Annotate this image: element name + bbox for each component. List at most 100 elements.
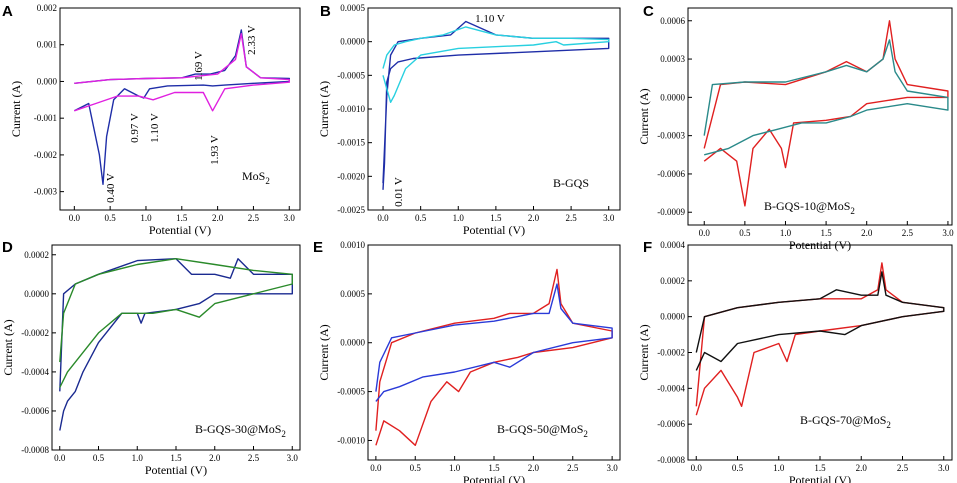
x-tick-label: 1.5 [814, 463, 826, 473]
x-tick-label: 0.0 [699, 228, 711, 238]
y-tick-label: 0.0000 [340, 338, 365, 348]
x-tick-label: 2.0 [528, 213, 540, 223]
y-tick-label: 0.0010 [340, 240, 365, 250]
y-tick-label: -0.0010 [337, 104, 365, 114]
series-line-1 [703, 20, 949, 207]
y-tick-label: -0.0004 [657, 383, 685, 393]
panel-letter: E [313, 239, 323, 256]
peak-annotation: 1.69 V [193, 51, 205, 81]
x-axis-label: Potential (V) [149, 223, 211, 237]
x-tick-label: 1.0 [780, 228, 792, 238]
x-tick-label: 2.0 [209, 453, 221, 463]
x-tick-label: 3.0 [284, 213, 296, 223]
x-axis-label: Potential (V) [789, 473, 851, 483]
y-tick-label: 0.0000 [340, 37, 365, 47]
x-tick-label: 3.0 [607, 463, 619, 473]
plot-frame [59, 7, 301, 211]
x-tick-label: 0.0 [691, 463, 703, 473]
series-line-2 [703, 39, 949, 156]
series-line-1 [695, 262, 945, 416]
series-line-1 [73, 29, 290, 186]
panel-b: B 0.0 0.5 1.0 1.5 2.0 2.5 3.0 0.0005 0.0000 -0.000… [317, 3, 621, 237]
x-tick-label: 3.0 [603, 213, 615, 223]
x-tick-label: 1.5 [820, 228, 832, 238]
x-tick-label: 2.0 [861, 228, 873, 238]
y-tick-label: 0.0006 [660, 16, 685, 26]
series-line-2 [695, 271, 945, 371]
y-tick-label: 0.001 [37, 40, 57, 50]
y-tick-label: -0.0010 [337, 435, 365, 445]
panel-d: D 0.0 0.5 1.0 1.5 2.0 2.5 3.0 0.0002 0.0000 -0.000… [1, 239, 301, 477]
series-line-1 [375, 268, 613, 446]
x-tick-label: 0.5 [105, 213, 117, 223]
y-tick-label: 0.0002 [660, 276, 685, 286]
series-line-1 [59, 258, 293, 431]
x-tick-label: 1.0 [449, 463, 461, 473]
x-tick-label: 0.5 [93, 453, 105, 463]
panel-letter: D [2, 239, 13, 256]
x-tick-label: 2.0 [528, 463, 540, 473]
x-tick-label: 2.0 [212, 213, 224, 223]
sample-title: B-GQS-50@MoS2 [497, 422, 588, 439]
sample-title: B-GQS-70@MoS2 [800, 413, 891, 430]
y-axis-label: Current (A) [637, 88, 651, 144]
y-axis-label: Current (A) [1, 319, 15, 375]
y-tick-label: -0.0015 [337, 138, 365, 148]
x-tick-label: 1.0 [773, 463, 785, 473]
x-tick-label: 1.0 [453, 213, 465, 223]
sample-title: B-GQS-30@MoS2 [195, 422, 286, 439]
y-axis-label: Current (A) [317, 81, 331, 137]
y-tick-label: -0.0008 [21, 445, 49, 455]
y-tick-label: -0.002 [34, 150, 57, 160]
y-tick-label: 0.0000 [24, 289, 49, 299]
y-tick-label: -0.0002 [657, 348, 685, 358]
plot-frame [51, 244, 301, 451]
panel-letter: A [2, 3, 13, 20]
y-tick-label: -0.0009 [657, 207, 685, 217]
series-line-2 [382, 26, 610, 104]
y-tick-label: 0.0004 [660, 240, 685, 250]
y-tick-label: -0.0005 [337, 387, 365, 397]
panel-letter: B [320, 3, 331, 20]
peak-annotation: 0.40 V [105, 173, 117, 203]
panel-letter: F [643, 239, 652, 256]
x-tick-label: 1.5 [488, 463, 500, 473]
x-axis-label: Potential (V) [463, 473, 525, 483]
y-tick-label: 0.0002 [24, 250, 49, 260]
sample-title: MoS2 [242, 169, 270, 186]
panel-e: E 0.0 0.5 1.0 1.5 2.0 2.5 3.0 0.0010 0.0005 0.0000… [313, 239, 621, 483]
x-tick-label: 1.0 [140, 213, 152, 223]
x-tick-label: 2.5 [565, 213, 577, 223]
peak-annotation: 0.97 V [129, 113, 141, 143]
x-tick-label: 2.5 [567, 463, 579, 473]
x-tick-label: 0.5 [739, 228, 751, 238]
x-tick-label: 3.0 [287, 453, 299, 463]
y-tick-label: -0.0005 [337, 70, 365, 80]
plot-frame [687, 244, 953, 461]
x-tick-label: 3.0 [942, 228, 954, 238]
sample-title: B-GQS-10@MoS2 [764, 199, 855, 216]
y-tick-label: 0.0000 [660, 312, 685, 322]
y-tick-label: -0.0008 [657, 455, 685, 465]
y-tick-label: 0.0000 [660, 92, 685, 102]
x-tick-label: 2.5 [248, 213, 260, 223]
x-tick-label: 2.5 [248, 453, 260, 463]
y-tick-label: -0.0002 [21, 328, 49, 338]
x-axis-label: Potential (V) [145, 463, 207, 477]
y-tick-label: -0.0006 [21, 406, 49, 416]
x-tick-label: 0.0 [377, 213, 389, 223]
peak-annotation: 2.33 V [246, 25, 258, 55]
series-line-2 [74, 33, 290, 112]
series-line-2 [375, 283, 613, 402]
x-tick-label: 1.0 [132, 453, 144, 463]
y-tick-label: -0.003 [34, 187, 58, 197]
y-tick-label: 0.0005 [340, 289, 365, 299]
y-tick-label: -0.0020 [337, 171, 365, 181]
y-tick-label: -0.0006 [657, 169, 685, 179]
y-tick-label: -0.0003 [657, 131, 685, 141]
y-tick-label: -0.0006 [657, 419, 685, 429]
y-tick-label: 0.0003 [660, 54, 685, 64]
peak-annotation: 0.01 V [393, 177, 405, 207]
sample-title: B-GQS [553, 176, 589, 190]
